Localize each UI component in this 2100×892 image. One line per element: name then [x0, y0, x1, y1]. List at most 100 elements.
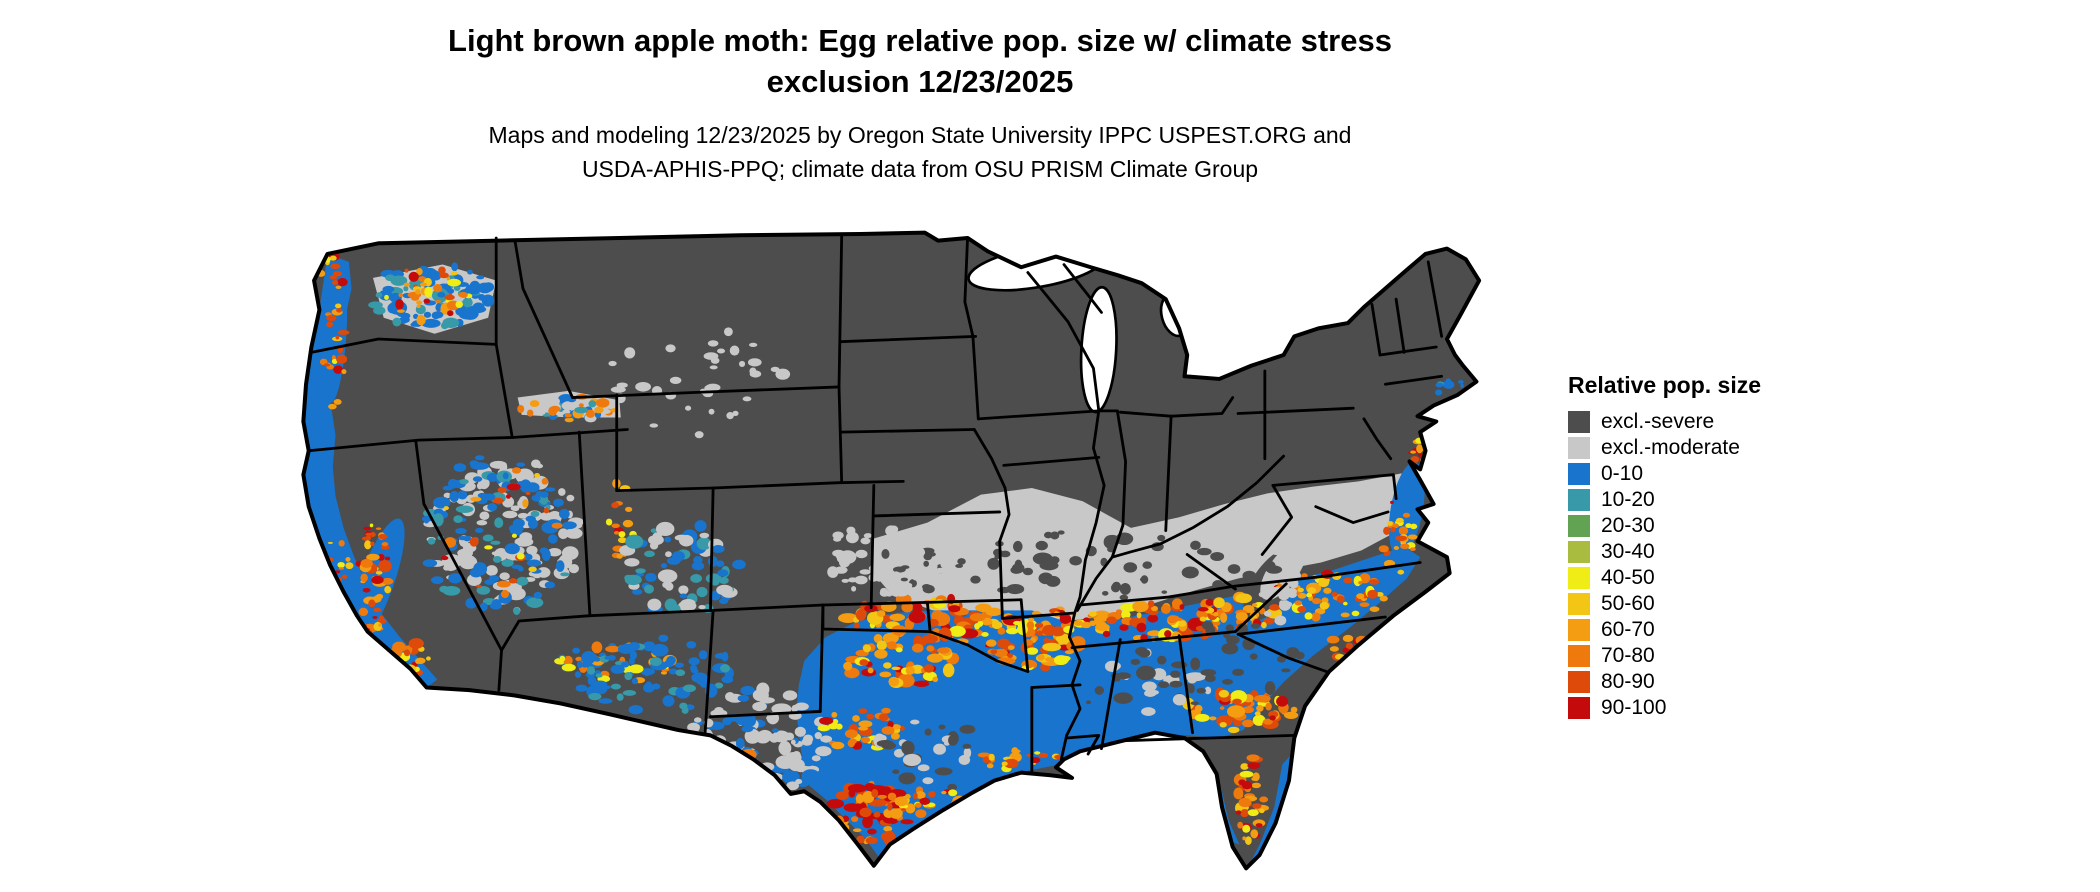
raster-speckle: [1277, 615, 1284, 624]
raster-speckle: [981, 632, 989, 637]
legend-item-label: 80-90: [1601, 670, 1655, 693]
raster-speckle: [547, 547, 562, 557]
raster-speckle: [1369, 606, 1380, 612]
raster-speckle: [885, 591, 893, 597]
raster-speckle: [913, 680, 930, 687]
raster-speckle: [1252, 803, 1262, 809]
raster-speckle: [880, 786, 892, 795]
raster-speckle: [588, 400, 597, 408]
raster-speckle: [948, 789, 958, 797]
raster-speckle: [1083, 617, 1090, 622]
raster-speckle: [649, 423, 659, 428]
state-border-line: [703, 608, 715, 735]
raster-speckle: [574, 406, 589, 414]
raster-speckle: [890, 571, 902, 581]
raster-speckle: [333, 399, 342, 405]
raster-speckle: [940, 559, 954, 570]
raster-speckle: [562, 521, 577, 530]
raster-speckle: [923, 552, 933, 561]
raster-speckle: [660, 563, 668, 569]
raster-speckle: [1147, 614, 1159, 623]
raster-speckle: [432, 513, 444, 527]
raster-speckle: [335, 285, 342, 290]
raster-speckle: [858, 726, 869, 731]
raster-speckle: [880, 832, 891, 841]
raster-speckle: [1042, 642, 1062, 652]
raster-speckle: [530, 510, 540, 517]
raster-speckle: [932, 676, 939, 683]
raster-speckle: [1232, 668, 1244, 676]
raster-speckle: [818, 741, 825, 747]
state-border-line: [1271, 473, 1398, 501]
raster-speckle: [472, 302, 485, 313]
raster-speckle: [926, 645, 935, 652]
raster-speckle: [1059, 613, 1072, 625]
raster-speckle: [501, 589, 510, 599]
raster-speckle: [1167, 615, 1180, 623]
raster-speckle: [1285, 601, 1293, 608]
raster-speckle: [886, 802, 893, 811]
raster-speckle: [858, 720, 873, 728]
raster-speckle: [856, 835, 865, 844]
raster-speckle: [470, 462, 490, 470]
raster-speckle: [558, 488, 566, 496]
raster-speckle: [887, 721, 894, 728]
raster-speckle: [439, 585, 449, 593]
raster-speckle: [725, 755, 734, 766]
raster-speckle: [721, 757, 732, 767]
raster-speckle: [1380, 634, 1392, 642]
raster-speckle: [693, 556, 703, 565]
raster-speckle: [616, 553, 623, 559]
raster-speckle: [545, 396, 560, 406]
raster-speckle: [474, 455, 485, 461]
raster-speckle: [919, 797, 931, 805]
raster-speckle: [999, 550, 1011, 558]
raster-speckle: [330, 263, 341, 270]
raster-speckle: [1235, 593, 1252, 604]
raster-speckle: [517, 405, 525, 413]
raster-speckle: [1306, 592, 1313, 598]
raster-speckle: [1235, 611, 1248, 621]
raster-speckle: [841, 578, 850, 583]
raster-speckle: [1242, 824, 1251, 833]
state-border-line: [1121, 733, 1296, 743]
state-border-line: [976, 409, 1101, 421]
raster-speckle: [1405, 523, 1412, 529]
raster-speckle: [410, 322, 418, 327]
raster-speckle: [1094, 686, 1105, 695]
raster-speckle: [1351, 610, 1360, 617]
raster-speckle: [1368, 579, 1380, 585]
raster-speckle: [384, 556, 391, 561]
raster-speckle: [1179, 604, 1185, 610]
raster-speckle: [1095, 623, 1110, 631]
raster-speckle: [338, 567, 345, 570]
state-border-line: [500, 614, 592, 652]
raster-speckle: [678, 585, 689, 595]
state-border-line: [972, 428, 1011, 543]
raster-speckle: [1212, 611, 1219, 617]
raster-speckle: [439, 272, 449, 279]
raster-speckle: [525, 515, 536, 523]
raster-speckle: [1225, 624, 1234, 633]
raster-speckle: [446, 288, 455, 294]
raster-speckle: [631, 677, 639, 685]
raster-speckle: [962, 801, 972, 811]
raster-speckle: [698, 650, 708, 660]
legend-item: 10-20: [1568, 487, 1761, 513]
raster-speckle: [782, 770, 800, 784]
raster-speckle: [1263, 617, 1275, 625]
raster-speckle: [539, 491, 549, 498]
raster-speckle: [548, 534, 558, 544]
raster-speckle: [725, 692, 735, 702]
raster-speckle: [1226, 705, 1246, 718]
state-border-line: [1370, 303, 1382, 357]
raster-speckle: [442, 317, 460, 329]
raster-speckle: [785, 752, 802, 763]
raster-speckle: [772, 730, 790, 743]
raster-speckle: [408, 638, 424, 649]
raster-speckle: [1235, 810, 1242, 815]
legend-item: 30-40: [1568, 539, 1761, 565]
raster-speckle: [644, 550, 656, 558]
raster-speckle: [704, 760, 719, 770]
us-outline: [301, 230, 1482, 871]
